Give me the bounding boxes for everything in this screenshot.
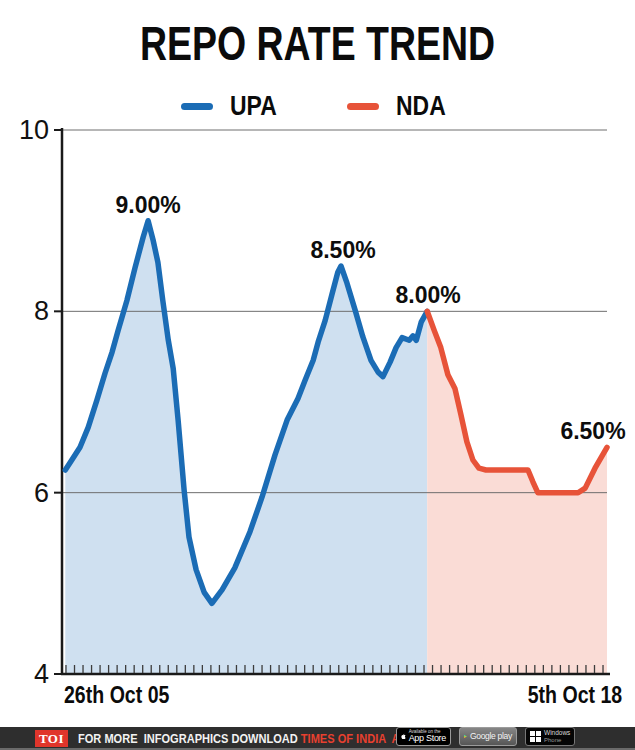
- y-tick-label: 4: [34, 659, 49, 689]
- google-play-badge[interactable]: Google play: [459, 727, 517, 746]
- x-axis-end-label: 5th Oct 18: [527, 684, 622, 707]
- toi-logo: TOI: [35, 730, 68, 747]
- point-label: 6.50%: [560, 418, 625, 444]
- google-play-label: Google play: [470, 732, 512, 741]
- app-store-line2: App Store: [409, 734, 446, 743]
- footer-text: FOR MORE INFOGRAPHICS DOWNLOAD TIMES OF …: [78, 731, 414, 746]
- apple-icon: [401, 731, 406, 742]
- x-axis-start-label: 26th Oct 05: [64, 684, 169, 707]
- point-label: 9.00%: [116, 192, 181, 218]
- point-label: 8.50%: [310, 237, 375, 263]
- repo-rate-chart: 4 6 8 10 9.00% 8.50% 8.00% 6.50%: [0, 0, 635, 750]
- windows-icon: [530, 731, 541, 742]
- footer-bar: TOI FOR MORE INFOGRAPHICS DOWNLOAD TIMES…: [0, 727, 635, 750]
- area-fill-upa: [65, 221, 427, 674]
- store-badges: Available on the App Store: [396, 725, 575, 748]
- point-label: 8.00%: [396, 282, 461, 308]
- app-store-badge[interactable]: Available on the App Store: [396, 727, 451, 746]
- y-tick-label: 8: [34, 296, 49, 326]
- windows-line2: Phone: [544, 737, 570, 743]
- y-tick-label: 6: [34, 478, 49, 508]
- y-tick-label: 10: [19, 115, 49, 145]
- repo-rate-infographic: REPO RATE TREND UPA NDA 468109.00%8.50%8…: [0, 0, 635, 750]
- footer-text-white: FOR MORE INFOGRAPHICS DOWNLOAD: [78, 731, 301, 746]
- google-play-icon: [464, 730, 467, 743]
- windows-phone-badge[interactable]: Windows Phone: [525, 727, 575, 746]
